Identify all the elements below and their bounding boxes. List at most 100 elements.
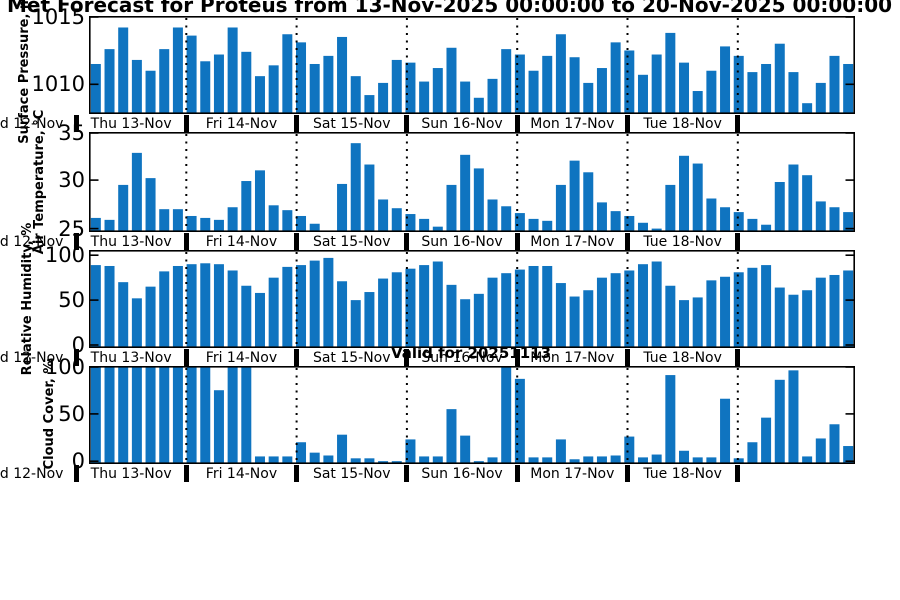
- bar: [733, 55, 744, 114]
- bar: [159, 366, 170, 464]
- x-day-label: Tue 18-Nov: [643, 233, 722, 250]
- bar: [569, 459, 580, 464]
- bar: [610, 211, 621, 232]
- x-day-label: Thu 13-Nov: [90, 465, 172, 482]
- bar: [542, 457, 553, 464]
- x-day-label: Sat 15-Nov: [312, 115, 391, 132]
- plot-frame: [89, 250, 856, 349]
- bar: [254, 456, 265, 464]
- bar: [761, 224, 772, 232]
- bar: [802, 103, 813, 114]
- bar: [720, 207, 731, 232]
- bar: [843, 212, 854, 232]
- bar: [364, 95, 375, 114]
- bar: [637, 264, 648, 348]
- bar: [761, 265, 772, 348]
- bar: [364, 292, 375, 348]
- plot-frame: [89, 16, 856, 115]
- bar: [802, 290, 813, 348]
- bar: [679, 155, 690, 232]
- x-day-label: Sat 15-Nov: [312, 349, 391, 366]
- bar: [309, 223, 320, 232]
- bar: [337, 36, 348, 115]
- bar: [802, 456, 813, 464]
- day-boundary-tick: [73, 348, 79, 366]
- bar: [405, 214, 416, 232]
- bar: [241, 285, 252, 348]
- bar: [542, 265, 553, 348]
- bar: [788, 164, 799, 232]
- x-day-label: Sun 16-Nov: [421, 115, 503, 132]
- day-boundary-tick: [735, 232, 741, 250]
- bar: [542, 55, 553, 114]
- x-day-label: Fri 14-Nov: [205, 465, 278, 482]
- bar: [815, 82, 826, 114]
- bar: [610, 42, 621, 114]
- bar: [227, 27, 238, 115]
- bar: [637, 74, 648, 114]
- bar: [323, 257, 334, 348]
- bar: [323, 455, 334, 464]
- bar: [460, 435, 471, 464]
- bar: [733, 272, 744, 348]
- bar: [774, 379, 785, 464]
- subplot-air-temperature: [89, 132, 856, 236]
- bar: [720, 46, 731, 114]
- bar: [350, 143, 361, 232]
- bar: [583, 82, 594, 114]
- x-axis-day-label-row: Wed 12-Nov Thu 13-Nov Fri 14-Nov Sat 15-Nov…: [0, 232, 900, 251]
- bar: [679, 450, 690, 464]
- bar: [364, 458, 375, 464]
- bar: [159, 209, 170, 232]
- x-day-label: Tue 18-Nov: [643, 115, 722, 132]
- bar: [501, 206, 512, 232]
- bar: [720, 276, 731, 348]
- bar: [473, 97, 484, 114]
- bar: [90, 63, 101, 114]
- bar: [815, 277, 826, 348]
- bar: [733, 458, 744, 464]
- bar: [378, 199, 389, 232]
- bar: [446, 184, 457, 232]
- plot-frame: [89, 132, 856, 233]
- bar: [172, 27, 183, 115]
- bar: [350, 76, 361, 114]
- valid-for-annotation: Valid for 20251113: [390, 344, 552, 362]
- bar: [159, 49, 170, 115]
- bar: [843, 63, 854, 114]
- bar: [337, 434, 348, 464]
- bar: [774, 43, 785, 114]
- bar: [528, 265, 539, 348]
- bar: [555, 34, 566, 114]
- day-boundary-tick: [183, 464, 189, 482]
- bar: [747, 72, 758, 114]
- bar: [254, 292, 265, 348]
- bar: [282, 266, 293, 348]
- bar: [761, 63, 772, 114]
- bar: [555, 439, 566, 464]
- bar: [241, 181, 252, 232]
- bar: [651, 54, 662, 114]
- bar: [172, 209, 183, 232]
- bar: [213, 54, 224, 114]
- bar: [172, 265, 183, 348]
- bar: [487, 457, 498, 464]
- bar: [268, 205, 279, 232]
- bar: [268, 65, 279, 114]
- bar: [583, 290, 594, 348]
- day-boundary-tick: [73, 114, 79, 132]
- bar: [596, 456, 607, 464]
- bar: [692, 163, 703, 232]
- day-boundary-tick: [183, 232, 189, 250]
- bar: [843, 446, 854, 464]
- bar: [186, 215, 197, 232]
- bar: [282, 456, 293, 464]
- day-boundary-tick: [404, 232, 410, 250]
- bar: [528, 218, 539, 232]
- bar: [104, 219, 115, 232]
- bar: [296, 215, 307, 232]
- bar: [829, 424, 840, 464]
- bar: [583, 456, 594, 464]
- day-boundary-tick: [625, 348, 630, 366]
- bar: [651, 261, 662, 348]
